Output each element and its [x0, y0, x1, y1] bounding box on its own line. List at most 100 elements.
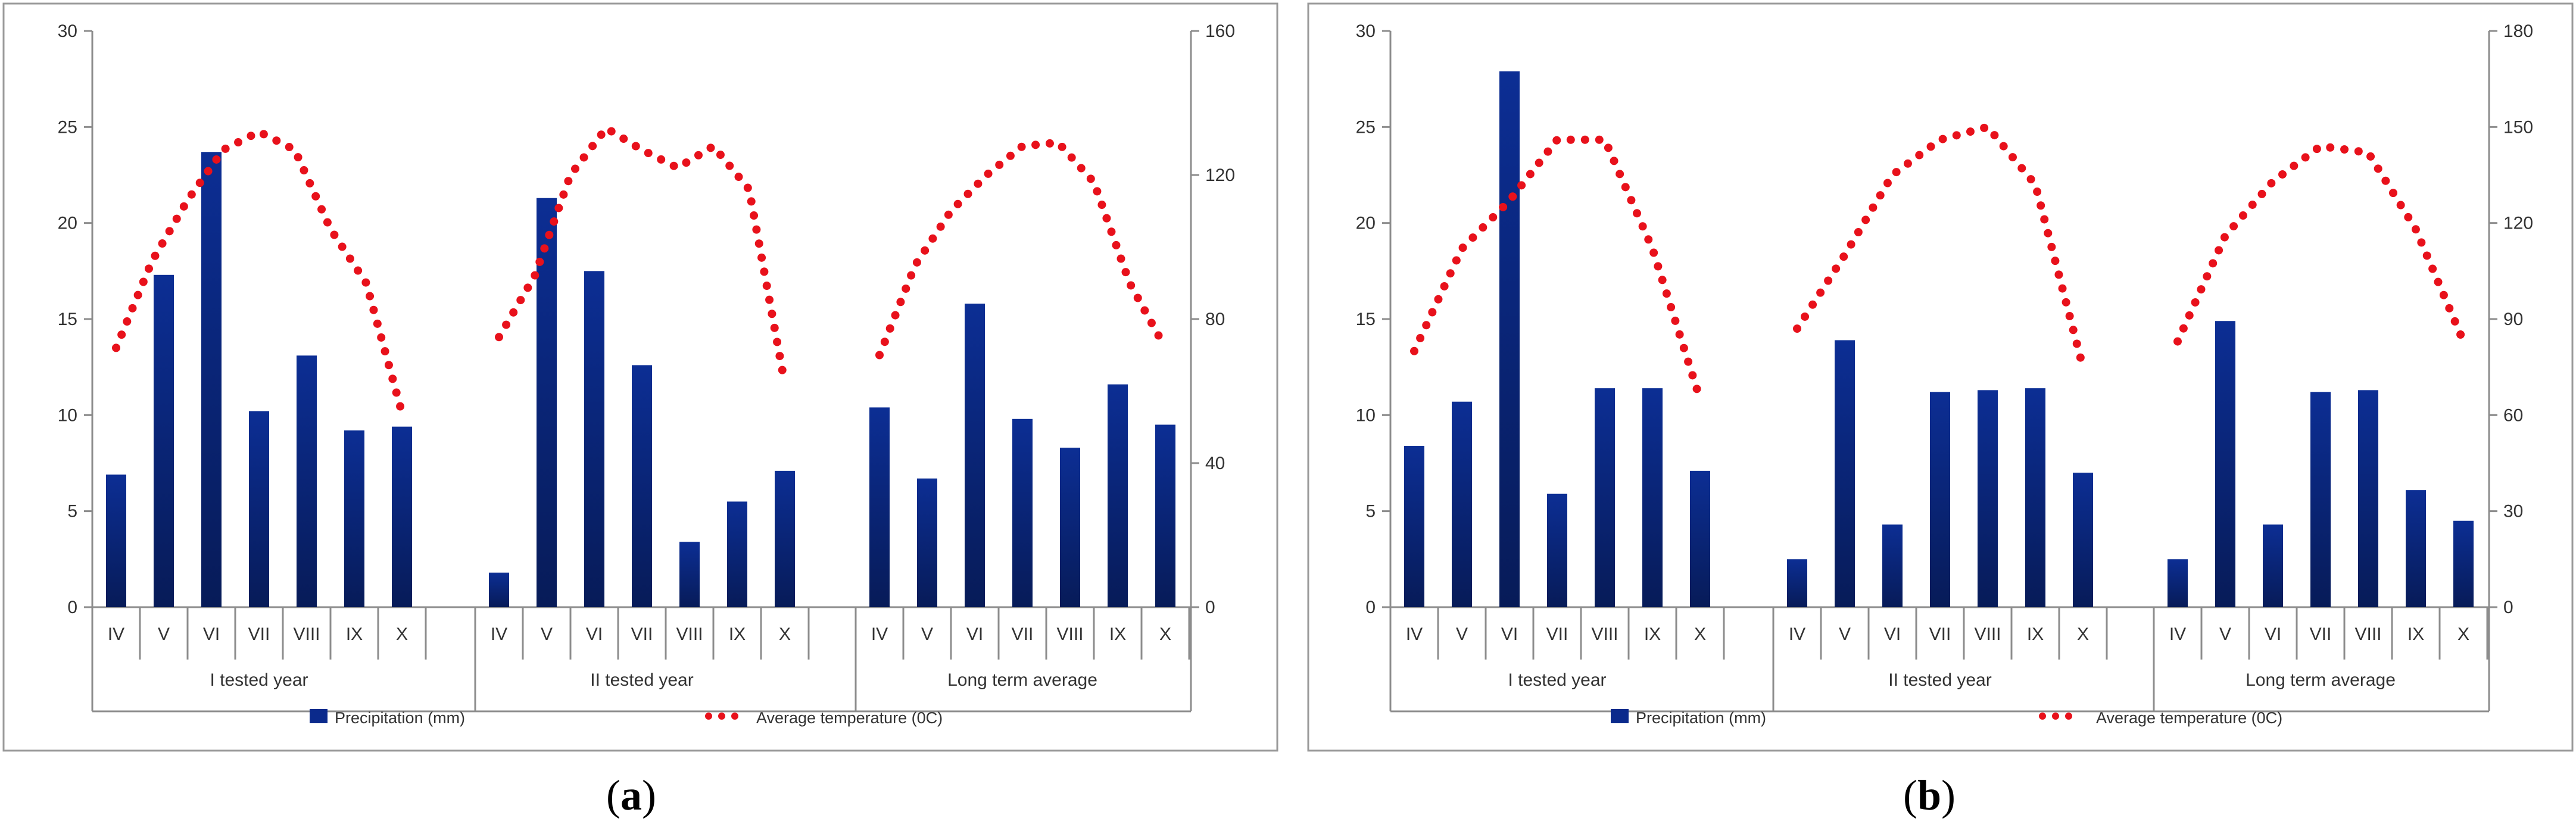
precip-bar	[965, 304, 985, 607]
category-label: X	[2458, 624, 2469, 644]
precip-bar	[632, 365, 652, 607]
category-label: X	[396, 624, 408, 644]
legend-temp-label: Average temperature (0C)	[756, 709, 943, 727]
category-label: X	[2077, 624, 2089, 644]
category-label: VI	[586, 624, 603, 644]
category-label: VIII	[2354, 624, 2381, 644]
left-tick-label: 30	[58, 21, 77, 41]
precip-bar	[2406, 490, 2426, 607]
precip-bar	[489, 572, 509, 607]
precip-bar	[2358, 390, 2378, 607]
category-label: V	[1839, 624, 1851, 644]
right-tick-label: 80	[1205, 310, 1225, 329]
category-label: IX	[2027, 624, 2044, 644]
category-label: X	[1694, 624, 1706, 644]
precip-bar	[1595, 388, 1615, 607]
category-label: IV	[1406, 624, 1423, 644]
left-tick-label: 10	[58, 405, 77, 425]
group-label: I tested year	[210, 670, 308, 690]
category-label: VII	[1546, 624, 1568, 644]
legend-precip-swatch	[1611, 709, 1629, 723]
category-label: VI	[2265, 624, 2281, 644]
group-label: I tested year	[1508, 670, 1606, 690]
precip-bar	[1155, 424, 1175, 607]
precip-bar	[154, 274, 174, 608]
right-tick-label: 150	[2503, 117, 2533, 137]
category-label: IV	[108, 624, 124, 644]
legend-precip-swatch	[310, 709, 328, 723]
category-label: VI	[1884, 624, 1901, 644]
precip-bar	[1452, 401, 1472, 607]
caption-a-letter: a	[620, 771, 642, 819]
precip-bar	[297, 355, 317, 607]
precip-bar	[1835, 340, 1855, 607]
precip-bar	[201, 152, 222, 607]
temperature-line	[495, 123, 789, 388]
legend-temp-label: Average temperature (0C)	[2096, 709, 2282, 727]
category-label: VI	[203, 624, 220, 644]
precip-bar	[1108, 384, 1128, 607]
precip-bar	[679, 542, 700, 607]
right-tick-label: 0	[2503, 598, 2513, 617]
right-tick-label: 180	[2503, 21, 2533, 41]
category-label: IX	[346, 624, 363, 644]
category-label: IV	[871, 624, 888, 644]
precip-bar	[1547, 493, 1567, 607]
category-label: IV	[491, 624, 507, 644]
precip-bar	[1642, 388, 1663, 607]
precip-bar	[584, 271, 604, 607]
precip-bar	[2310, 392, 2331, 607]
left-tick-label: 25	[58, 117, 77, 137]
precip-bar	[106, 474, 126, 607]
group-label: Long term average	[2246, 670, 2396, 690]
temperature-line	[1410, 135, 1704, 404]
precip-bar	[2168, 559, 2188, 607]
category-label: VII	[248, 624, 270, 644]
category-label: VIII	[1056, 624, 1083, 644]
precip-bar	[537, 198, 557, 608]
category-label: VII	[631, 624, 653, 644]
left-tick-label: 0	[1365, 598, 1376, 617]
precip-bar	[1978, 390, 1998, 607]
group-label: II tested year	[590, 670, 693, 690]
category-label: IX	[2407, 624, 2424, 644]
caption-b: (b)	[1903, 771, 1956, 819]
precip-bar	[1060, 448, 1080, 607]
temperature-line	[1793, 122, 2087, 371]
right-tick-label: 160	[1205, 21, 1235, 41]
caption-a: (a)	[606, 771, 656, 819]
left-tick-label: 25	[1356, 117, 1376, 137]
left-tick-label: 5	[67, 502, 77, 521]
right-tick-label: 120	[2503, 214, 2533, 233]
precip-bar	[2263, 524, 2283, 607]
precip-bar	[727, 501, 747, 607]
left-tick-label: 15	[1356, 310, 1376, 329]
category-label: VIII	[293, 624, 320, 644]
category-label: V	[541, 624, 553, 644]
precip-bar	[392, 426, 412, 607]
category-label: IX	[729, 624, 746, 644]
precip-bar	[1930, 392, 1950, 607]
precip-bar	[1690, 470, 1710, 607]
category-label: VIII	[676, 624, 703, 644]
precip-bar	[917, 478, 937, 607]
left-tick-label: 5	[1365, 502, 1376, 521]
panel-a-chart: 0 5 10 15 20 25 30 0 40 80 120 160 IV V VI VII VIII IX X I …	[58, 21, 1235, 727]
category-label: VII	[1929, 624, 1951, 644]
left-tick-label: 20	[58, 214, 77, 233]
right-tick-label: 0	[1205, 598, 1215, 617]
legend-precip-label: Precipitation (mm)	[1636, 709, 1766, 727]
precip-bar	[2073, 473, 2093, 607]
category-label: VIII	[1591, 624, 1618, 644]
precip-bar	[1404, 445, 1424, 607]
category-label: VII	[1012, 624, 1034, 644]
precip-bar	[775, 470, 795, 607]
group-label: II tested year	[1888, 670, 1991, 690]
legend-precip-label: Precipitation (mm)	[335, 709, 465, 727]
precip-bar	[1882, 524, 1903, 607]
precip-bar	[1787, 559, 1807, 607]
left-tick-label: 20	[1356, 214, 1376, 233]
right-tick-label: 40	[1205, 454, 1225, 473]
